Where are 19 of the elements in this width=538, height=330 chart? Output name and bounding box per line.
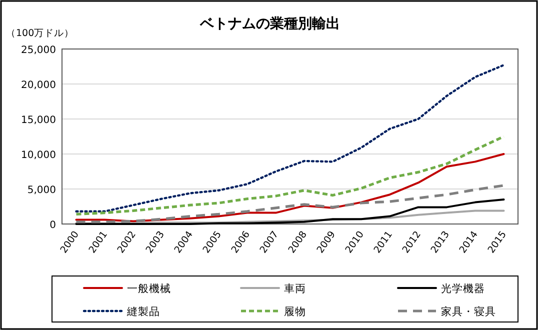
line-series — [75, 64, 505, 212]
chart-title: ベトナムの業種別輸出 — [199, 16, 340, 32]
y-tick-label: 15,000 — [21, 115, 56, 126]
y-tick-label: 10,000 — [21, 150, 56, 161]
legend-label: 車両 — [284, 282, 306, 295]
legend-label: 光学機器 — [441, 282, 485, 295]
line-series — [75, 210, 505, 224]
legend-label: 家具・寝具 — [441, 305, 496, 318]
y-tick-label: 25,000 — [21, 45, 56, 56]
legend-label: 履物 — [284, 306, 306, 318]
line-series — [75, 153, 505, 222]
line-series — [74, 184, 506, 224]
y-axis-title: （100万ドル） — [6, 28, 74, 39]
line-series — [75, 198, 505, 225]
legend-label: 縫製品 — [126, 305, 160, 318]
y-tick-label: 0 — [50, 220, 56, 231]
y-tick-label: 5,000 — [27, 185, 56, 196]
legend-label: 一般機械 — [127, 282, 171, 295]
y-tick-label: 20,000 — [21, 80, 56, 91]
